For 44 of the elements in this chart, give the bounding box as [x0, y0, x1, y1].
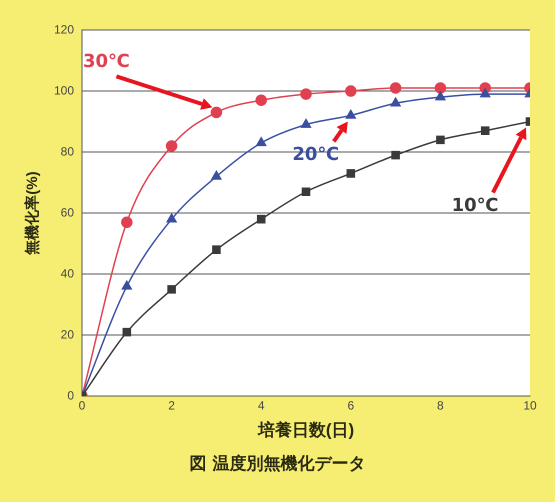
point	[390, 97, 401, 106]
point	[345, 85, 357, 97]
point	[300, 88, 312, 100]
x-tick-label: 0	[78, 398, 86, 413]
point	[480, 88, 490, 98]
point	[300, 118, 312, 128]
point	[391, 150, 400, 160]
point	[167, 285, 176, 294]
point	[346, 110, 356, 119]
y-tick-label: 40	[60, 266, 74, 280]
text: 10℃	[452, 195, 498, 216]
point	[122, 328, 132, 336]
text: 30℃	[82, 51, 130, 72]
point	[436, 136, 445, 144]
point	[256, 137, 266, 146]
y-tick-label: 20	[60, 327, 74, 342]
text: 図 温度別無機化データ	[188, 453, 366, 475]
y-tick-label: 80	[60, 144, 74, 158]
y-axis-title: 無機化率(%)	[23, 171, 42, 256]
point	[346, 169, 356, 178]
y-tick-label: 120	[54, 22, 74, 36]
point	[166, 140, 178, 152]
x-tick-label: 6	[347, 398, 354, 413]
point	[480, 126, 490, 135]
point	[434, 82, 446, 94]
point	[435, 91, 446, 100]
point	[212, 245, 221, 254]
point	[302, 187, 310, 196]
x-tick-label: 10	[523, 398, 537, 413]
x-tick-label: 2	[168, 398, 176, 413]
y-tick-label: 0	[67, 388, 74, 403]
y-tick-label: 60	[60, 205, 74, 220]
x-tick-label: 8	[437, 398, 444, 413]
y-tick-label: 100	[54, 83, 74, 98]
x-axis-title: 培養日数(日)	[256, 420, 354, 440]
point	[256, 214, 266, 224]
point	[255, 94, 267, 106]
point	[211, 170, 222, 180]
point	[166, 213, 177, 222]
point	[121, 216, 133, 228]
point	[210, 106, 222, 118]
point	[390, 82, 402, 94]
point	[122, 280, 132, 290]
x-tick-label: 4	[258, 398, 265, 413]
